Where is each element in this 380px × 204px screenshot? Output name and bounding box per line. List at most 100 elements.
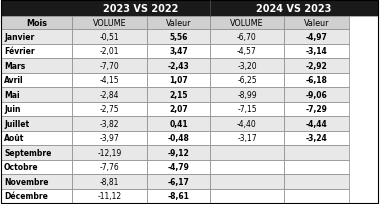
- Text: -2,43: -2,43: [168, 61, 189, 70]
- Text: -6,70: -6,70: [237, 33, 257, 42]
- Text: 2,07: 2,07: [169, 105, 188, 114]
- Bar: [1, 17, 72, 30]
- Bar: [72, 131, 147, 145]
- Bar: [1, 88, 72, 102]
- Text: -3,20: -3,20: [237, 61, 257, 70]
- Text: VOLUME: VOLUME: [230, 19, 264, 28]
- Bar: [210, 73, 284, 88]
- Bar: [210, 145, 284, 160]
- Text: -6,25: -6,25: [237, 76, 257, 85]
- Bar: [210, 30, 284, 44]
- Text: Juillet: Juillet: [4, 119, 29, 128]
- Text: -0,51: -0,51: [100, 33, 119, 42]
- Text: -8,61: -8,61: [168, 191, 190, 200]
- Text: 1,07: 1,07: [169, 76, 188, 85]
- Text: Février: Février: [4, 47, 35, 56]
- Text: -7,76: -7,76: [100, 162, 119, 171]
- Bar: [72, 160, 147, 174]
- Bar: [72, 174, 147, 188]
- Text: 0,41: 0,41: [169, 119, 188, 128]
- Bar: [72, 17, 147, 30]
- Bar: [147, 131, 210, 145]
- Text: -8,99: -8,99: [237, 90, 257, 99]
- Bar: [147, 145, 210, 160]
- Text: -3,97: -3,97: [100, 134, 119, 143]
- Bar: [210, 131, 284, 145]
- Bar: [1, 1, 378, 17]
- Text: 2024 VS 2023: 2024 VS 2023: [256, 4, 332, 14]
- Bar: [147, 116, 210, 131]
- Text: Mois: Mois: [26, 19, 47, 28]
- Text: 5,56: 5,56: [169, 33, 188, 42]
- Text: Juin: Juin: [4, 105, 21, 114]
- Bar: [147, 73, 210, 88]
- Bar: [1, 145, 72, 160]
- Text: -7,70: -7,70: [100, 61, 119, 70]
- Bar: [284, 88, 349, 102]
- Bar: [1, 174, 72, 188]
- Bar: [147, 160, 210, 174]
- Bar: [210, 17, 284, 30]
- Bar: [1, 44, 72, 59]
- Bar: [284, 145, 349, 160]
- Bar: [1, 160, 72, 174]
- Bar: [1, 30, 72, 44]
- Bar: [210, 44, 284, 59]
- Bar: [284, 17, 349, 30]
- Bar: [284, 116, 349, 131]
- Bar: [72, 59, 147, 73]
- Text: -4,97: -4,97: [306, 33, 328, 42]
- Bar: [72, 73, 147, 88]
- Text: -7,15: -7,15: [237, 105, 257, 114]
- Bar: [284, 174, 349, 188]
- Text: -2,92: -2,92: [306, 61, 328, 70]
- Bar: [147, 174, 210, 188]
- Bar: [147, 188, 210, 203]
- Text: -0,48: -0,48: [168, 134, 190, 143]
- Bar: [210, 116, 284, 131]
- Text: Avril: Avril: [4, 76, 24, 85]
- Bar: [1, 131, 72, 145]
- Text: Décembre: Décembre: [4, 191, 48, 200]
- Text: -3,17: -3,17: [237, 134, 257, 143]
- Bar: [210, 102, 284, 116]
- Text: -4,44: -4,44: [306, 119, 328, 128]
- Bar: [284, 102, 349, 116]
- Bar: [72, 102, 147, 116]
- Bar: [147, 44, 210, 59]
- Text: -6,17: -6,17: [168, 177, 190, 186]
- Bar: [284, 73, 349, 88]
- Text: Août: Août: [4, 134, 24, 143]
- Text: Octobre: Octobre: [4, 162, 39, 171]
- Bar: [72, 30, 147, 44]
- Bar: [210, 160, 284, 174]
- Bar: [147, 59, 210, 73]
- Bar: [1, 1, 378, 17]
- Text: -7,29: -7,29: [306, 105, 328, 114]
- Bar: [284, 131, 349, 145]
- Text: 3,47: 3,47: [169, 47, 188, 56]
- Text: -3,14: -3,14: [306, 47, 328, 56]
- Bar: [210, 174, 284, 188]
- Bar: [72, 116, 147, 131]
- Bar: [284, 59, 349, 73]
- Bar: [147, 30, 210, 44]
- Bar: [1, 116, 72, 131]
- Text: -4,40: -4,40: [237, 119, 257, 128]
- Text: -3,82: -3,82: [100, 119, 119, 128]
- Text: -4,79: -4,79: [168, 162, 190, 171]
- Bar: [1, 188, 72, 203]
- Bar: [210, 88, 284, 102]
- Text: -12,19: -12,19: [97, 148, 122, 157]
- Bar: [147, 102, 210, 116]
- Bar: [72, 88, 147, 102]
- Text: Mai: Mai: [4, 90, 20, 99]
- Bar: [210, 59, 284, 73]
- Bar: [1, 59, 72, 73]
- Text: Septembre: Septembre: [4, 148, 51, 157]
- Text: Novembre: Novembre: [4, 177, 49, 186]
- Text: -2,75: -2,75: [100, 105, 119, 114]
- Bar: [147, 88, 210, 102]
- Text: -9,06: -9,06: [306, 90, 328, 99]
- Text: -3,24: -3,24: [306, 134, 328, 143]
